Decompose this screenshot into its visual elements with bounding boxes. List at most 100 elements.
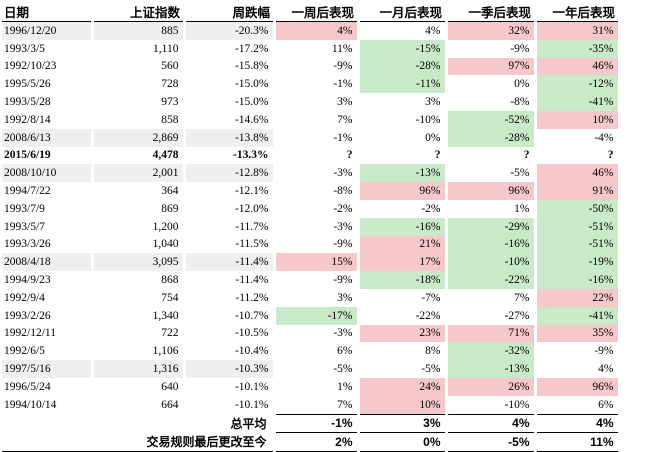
- index-cell: 868: [92, 271, 186, 289]
- one-month-cell: 21%: [358, 235, 448, 254]
- table-row: 1996/12/20 885 -20.3% 4% 4% 32% 31%: [2, 21, 621, 40]
- one-quarter-cell: -32%: [446, 342, 537, 361]
- summary-q-cell: -5%: [446, 432, 537, 452]
- one-week-cell: 7%: [274, 110, 360, 129]
- drop-cell: -11.4%: [184, 271, 276, 289]
- one-week-cell: 4%: [274, 21, 360, 40]
- one-month-cell: 96%: [358, 182, 448, 200]
- date-cell: 1993/5/28: [2, 93, 94, 111]
- table-row: 1997/5/16 1,316 -10.3% -5% -5% -13% 4%: [2, 360, 621, 378]
- index-cell: 869: [92, 199, 186, 218]
- one-week-cell: -3%: [274, 164, 360, 183]
- one-month-cell: 24%: [358, 377, 448, 396]
- table-row: 1993/5/28 973 -15.0% 3% 3% -8% -41%: [2, 93, 621, 111]
- one-month-cell: -28%: [358, 57, 448, 76]
- col-header-one-year[interactable]: 一年后表现: [535, 2, 619, 22]
- one-year-cell: 35%: [535, 324, 621, 343]
- one-year-cell: 46%: [535, 57, 621, 76]
- index-cell: 2,001: [92, 164, 186, 183]
- one-year-cell: -35%: [535, 39, 621, 58]
- one-week-cell: 6%: [274, 342, 360, 361]
- one-quarter-cell: -5%: [446, 164, 537, 183]
- one-month-cell: -22%: [358, 306, 448, 325]
- table-row: 1993/7/9 869 -12.0% -2% -2% 1% -50%: [2, 199, 621, 218]
- one-month-cell: -15%: [358, 39, 448, 58]
- one-week-cell: -9%: [274, 271, 360, 289]
- col-header-weekly-drop[interactable]: 周跌幅: [184, 2, 274, 22]
- table-row: 1992/10/23 560 -15.8% -9% -28% 97% 46%: [2, 57, 621, 76]
- date-cell: 1993/2/26: [2, 306, 94, 325]
- table-row: 1996/5/24 640 -10.1% 1% 24% 26% 96%: [2, 377, 621, 396]
- one-quarter-cell: 26%: [446, 377, 537, 396]
- one-month-cell: 23%: [358, 324, 448, 343]
- date-cell: 1994/7/22: [2, 182, 94, 200]
- drop-cell: -10.4%: [184, 342, 276, 361]
- one-year-cell: 10%: [535, 110, 621, 129]
- one-month-cell: -13%: [358, 164, 448, 183]
- one-year-cell: -19%: [535, 253, 621, 272]
- one-week-cell: -9%: [274, 57, 360, 76]
- index-cell: 1,200: [92, 217, 186, 236]
- one-quarter-cell: ?: [446, 146, 537, 165]
- one-year-cell: -50%: [535, 199, 621, 218]
- summary-label: 总平均: [2, 414, 276, 433]
- one-week-cell: -5%: [274, 360, 360, 378]
- summary-m-cell: 0%: [358, 432, 448, 452]
- one-week-cell: 3%: [274, 288, 360, 307]
- date-cell: 1993/3/26: [2, 235, 94, 254]
- drop-cell: -10.3%: [184, 360, 276, 378]
- date-cell: 1995/5/26: [2, 75, 94, 94]
- one-week-cell: -1%: [274, 75, 360, 94]
- one-month-cell: ?: [358, 146, 448, 165]
- index-cell: 4,478: [92, 146, 186, 165]
- index-cell: 1,040: [92, 235, 186, 254]
- drop-cell: -15.8%: [184, 57, 276, 76]
- col-header-one-quarter[interactable]: 一季后表现: [446, 2, 535, 22]
- drop-cell: -10.1%: [184, 395, 276, 415]
- summary-y-cell: 4%: [535, 413, 621, 434]
- one-month-cell: 17%: [358, 253, 448, 272]
- drop-cell: -20.3%: [184, 21, 276, 40]
- date-cell: 2008/10/10: [2, 164, 94, 183]
- one-quarter-cell: -8%: [446, 93, 537, 111]
- one-quarter-cell: -10%: [446, 253, 537, 272]
- date-cell: 1992/8/14: [2, 110, 94, 129]
- table-row: 1992/8/14 858 -14.6% 7% -10% -52% 10%: [2, 110, 621, 129]
- table-row: 1992/9/4 754 -11.2% 3% -7% 7% 22%: [2, 288, 621, 307]
- col-header-one-week[interactable]: 一周后表现: [274, 2, 358, 22]
- col-header-index[interactable]: 上证指数: [92, 2, 184, 22]
- summary-w-cell: -1%: [274, 413, 360, 434]
- summary-w-cell: 2%: [274, 432, 360, 452]
- drop-cell: -11.2%: [184, 288, 276, 307]
- one-week-cell: 7%: [274, 395, 360, 415]
- one-quarter-cell: -9%: [446, 39, 537, 58]
- one-month-cell: 0%: [358, 128, 448, 147]
- summary-row: 总平均 -1% 3% 4% 4%: [2, 413, 621, 434]
- one-quarter-cell: 1%: [446, 199, 537, 218]
- index-cell: 3,095: [92, 253, 186, 272]
- one-quarter-cell: -13%: [446, 360, 537, 378]
- table-row: 1995/5/26 728 -15.0% -1% -11% 0% -12%: [2, 75, 621, 94]
- date-cell: 1992/9/4: [2, 288, 94, 307]
- one-week-cell: 11%: [274, 39, 360, 58]
- col-header-date[interactable]: 日期: [2, 2, 92, 22]
- index-cell: 754: [92, 288, 186, 307]
- one-year-cell: 31%: [535, 21, 621, 40]
- one-year-cell: -41%: [535, 306, 621, 325]
- date-cell: 1996/5/24: [2, 377, 94, 396]
- one-quarter-cell: -16%: [446, 235, 537, 254]
- summary-label: 交易规则最后更改至今: [2, 432, 276, 452]
- date-cell: 1994/10/14: [2, 395, 94, 415]
- one-year-cell: -51%: [535, 217, 621, 236]
- one-month-cell: -10%: [358, 110, 448, 129]
- date-cell: 1992/10/23: [2, 57, 94, 76]
- one-year-cell: -41%: [535, 93, 621, 111]
- one-week-cell: -2%: [274, 199, 360, 218]
- index-cell: 560: [92, 57, 186, 76]
- drop-cell: -15.0%: [184, 93, 276, 111]
- col-header-one-month[interactable]: 一月后表现: [358, 2, 446, 22]
- date-cell: 1993/7/9: [2, 199, 94, 218]
- index-cell: 885: [92, 21, 186, 40]
- table-row: 2008/4/18 3,095 -11.4% 15% 17% -10% -19%: [2, 253, 621, 272]
- drop-cell: -11.5%: [184, 235, 276, 254]
